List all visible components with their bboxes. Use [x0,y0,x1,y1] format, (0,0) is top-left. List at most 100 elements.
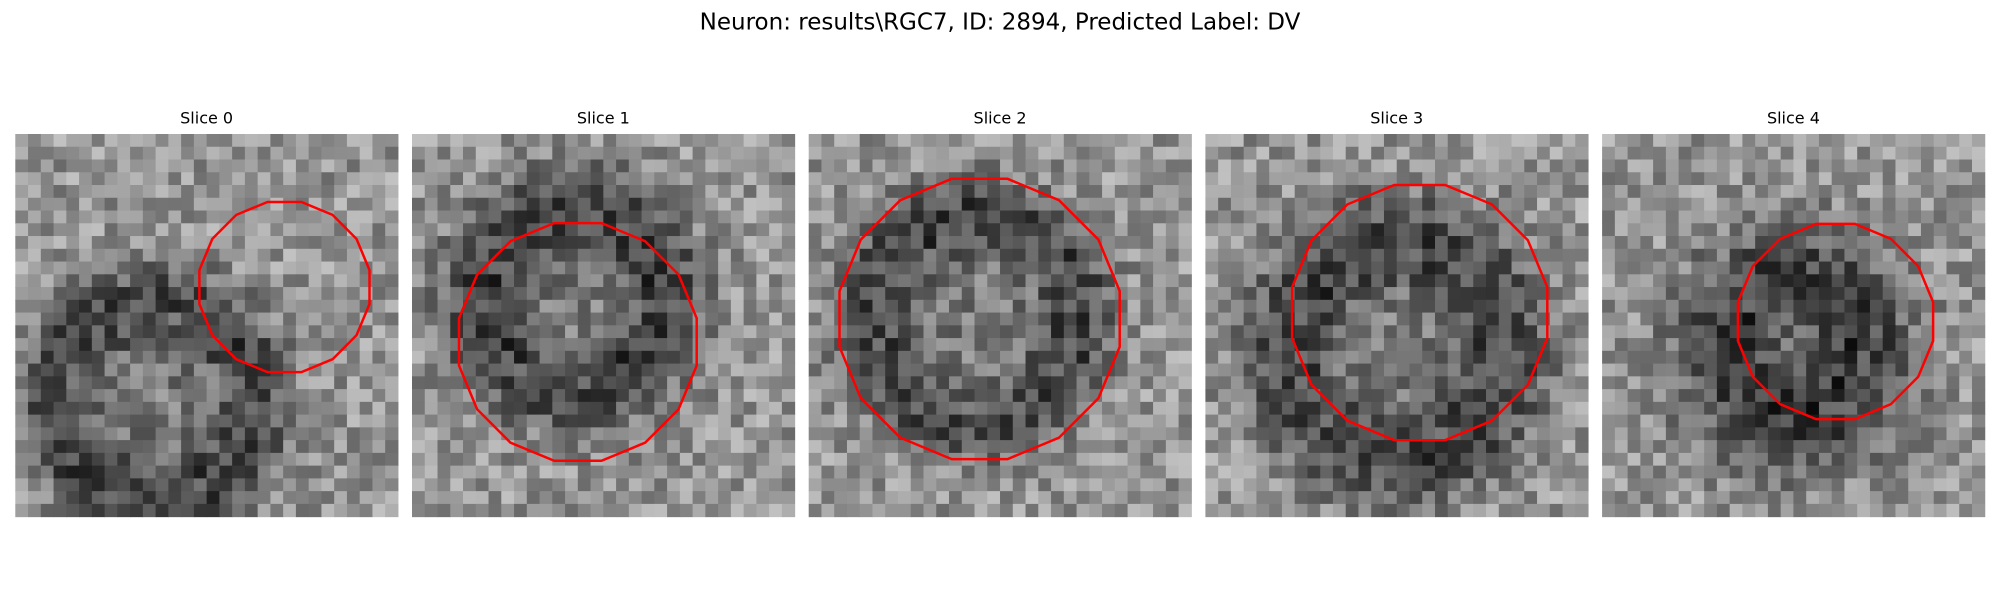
pixel [897,261,912,275]
pixel [1102,159,1116,173]
pixel [1178,452,1192,467]
pixel [974,414,988,428]
pixel [40,427,55,441]
pixel [283,503,297,518]
pixel [872,210,886,224]
pixel [1434,465,1449,479]
pixel [743,325,757,339]
pixel [155,350,169,365]
pixel [104,210,118,224]
pixel [705,261,719,275]
pixel [1793,146,1807,161]
pixel [1358,146,1372,161]
pixel [1486,312,1500,326]
pixel [488,312,502,326]
pixel [692,299,706,314]
pixel [1358,223,1372,237]
pixel [117,363,131,377]
pixel [1114,389,1129,403]
pixel [1025,210,1039,224]
pixel [91,159,106,173]
pixel [1434,312,1449,326]
pixel [1831,491,1845,505]
pixel [142,146,157,161]
pixel [463,261,477,275]
slice-title: Slice 3 [1370,109,1423,128]
pixel [1627,338,1641,352]
pixel [1294,172,1308,186]
pixel [1345,261,1359,275]
pixel [590,287,604,301]
pixel [1562,248,1576,263]
pixel [155,312,169,326]
pixel [654,312,668,326]
pixel [1012,236,1027,250]
pixel [1716,261,1731,275]
pixel [1653,223,1667,237]
pixel [961,299,976,314]
pixel [257,134,271,148]
pixel [117,248,131,263]
pixel [1793,503,1807,518]
pixel [756,248,770,263]
pixel [539,172,553,186]
pixel [692,376,706,390]
pixel [1460,325,1474,339]
pixel [295,172,310,186]
pixel [923,478,937,492]
pixel [1511,299,1525,314]
pixel [885,350,899,365]
pixel [117,312,131,326]
pixel [552,185,566,199]
pixel [475,312,490,326]
pixel [501,146,515,161]
pixel [1640,299,1654,314]
pixel [885,465,899,479]
pixel [923,350,937,365]
pixel [692,287,706,301]
pixel [1473,440,1487,454]
pixel [1704,440,1718,454]
pixel [1691,452,1705,467]
pixel [295,236,310,250]
pixel [40,325,55,339]
pixel [641,389,655,403]
pixel [1473,491,1487,505]
pixel [1729,146,1743,161]
pixel [1076,274,1090,288]
pixel [654,185,668,199]
pixel [1767,465,1782,479]
pixel [168,376,182,390]
pixel [66,401,80,416]
pixel [424,325,439,339]
pixel [769,503,783,518]
pixel [859,287,873,301]
pixel [168,491,182,505]
pixel [1524,491,1538,505]
pixel [1218,491,1232,505]
pixel [1294,452,1308,467]
pixel [1908,299,1922,314]
pixel [769,325,783,339]
pixel [359,389,373,403]
pixel [257,503,271,518]
pixel [552,338,566,352]
pixel [923,172,937,186]
pixel [1371,274,1385,288]
pixel [1422,223,1436,237]
pixel [181,312,195,326]
pixel [1025,134,1039,148]
pixel [1102,287,1116,301]
pixel [1806,274,1820,288]
pixel [679,440,694,454]
pixel [808,414,822,428]
pixel [923,414,937,428]
pixel [1511,274,1525,288]
pixel [1178,210,1192,224]
pixel [130,491,144,505]
pixel [1780,172,1794,186]
pixel [616,491,630,505]
pixel [501,185,515,199]
pixel [40,197,55,212]
pixel [1691,401,1705,416]
